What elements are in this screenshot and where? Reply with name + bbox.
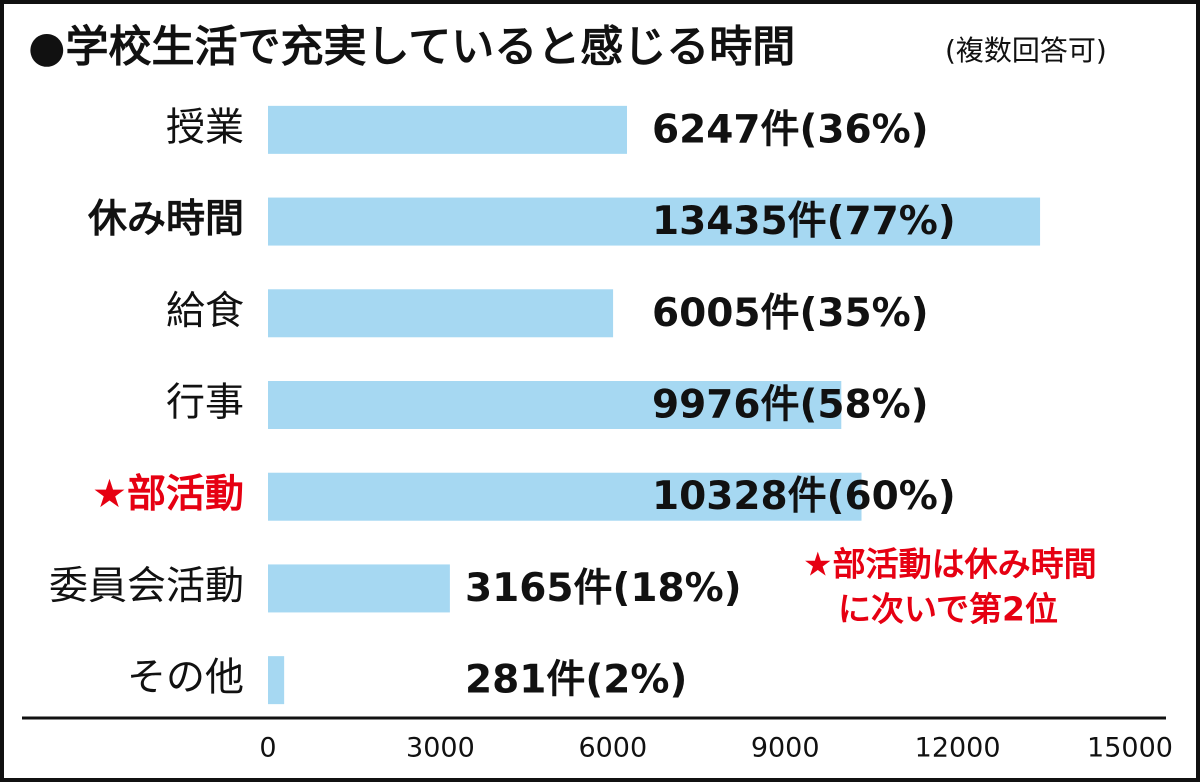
category-label: 給食 — [166, 289, 244, 334]
bar — [268, 105, 627, 154]
chart-title: ●学校生活で充実していると感じる時間 — [28, 23, 795, 73]
category-label: 授業 — [166, 105, 244, 150]
bar — [268, 289, 614, 338]
category-label: ★部活動 — [92, 472, 244, 517]
value-label: 6005件(35%) — [652, 291, 929, 336]
chart-subtitle: (複数回答可) — [945, 34, 1107, 67]
x-tick-label: 0 — [259, 733, 276, 764]
value-label: 10328件(60%) — [652, 474, 956, 519]
x-tick-label: 12000 — [915, 733, 1001, 764]
bar — [268, 197, 1041, 246]
category-label: 委員会活動 — [49, 564, 244, 609]
category-label: 行事 — [166, 381, 244, 426]
x-tick-label: 9000 — [751, 733, 820, 764]
x-tick-label: 15000 — [1087, 733, 1173, 764]
bar — [268, 656, 285, 705]
value-label: 9976件(58%) — [652, 383, 929, 428]
annotation: に次いで第2位 — [838, 590, 1058, 629]
category-label: 休み時間 — [87, 197, 244, 242]
value-label: 6247件(36%) — [652, 107, 929, 152]
value-label: 3165件(18%) — [465, 566, 742, 611]
annotation: ★部活動は休み時間 — [803, 545, 1097, 584]
x-tick-label: 6000 — [578, 733, 647, 764]
bar — [268, 564, 450, 613]
value-label: 13435件(77%) — [652, 199, 956, 244]
value-label: 281件(2%) — [465, 658, 687, 703]
category-label: その他 — [127, 656, 244, 701]
x-tick-label: 3000 — [406, 733, 475, 764]
bar — [268, 381, 842, 429]
bar — [268, 472, 862, 521]
